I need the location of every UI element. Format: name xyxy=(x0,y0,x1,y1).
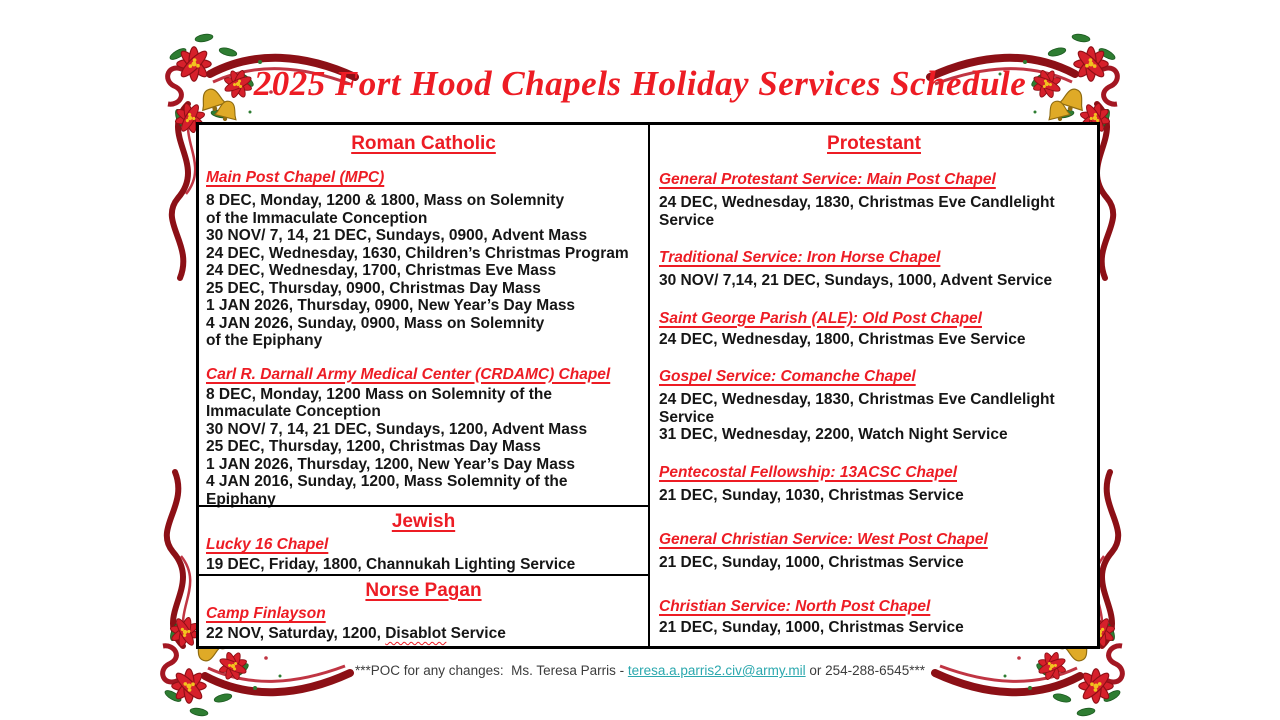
venue-heading-camp-finlayson: Camp Finlayson xyxy=(206,605,326,622)
schedule-text: 30 NOV/ 7,14, 21 DEC, Sundays, 1000, Adv… xyxy=(659,272,1053,289)
schedule-text: 22 NOV, Saturday, 1200, Disablot Service xyxy=(206,625,641,643)
poc-footer-prefix: ***POC for any changes: Ms. Teresa Parri… xyxy=(355,663,628,678)
schedule-table: Roman Catholic Main Post Chapel (MPC) 8 … xyxy=(196,122,1100,649)
schedule-text: 24 DEC, Wednesday, 1800, Christmas Eve S… xyxy=(659,330,1026,348)
schedule-text-pre: 22 NOV, Saturday, 1200, xyxy=(206,625,386,642)
entry-saint-george-parish: Saint George Parish (ALE): Old Post Chap… xyxy=(659,309,1089,349)
venue-heading-traditional: Traditional Service: Iron Horse Chapel xyxy=(659,249,941,266)
schedule-text: 21 DEC, Sunday, 1000, Christmas Service xyxy=(659,554,964,571)
section-header-protestant: Protestant xyxy=(827,133,921,154)
venue-heading-crdamc: Carl R. Darnall Army Medical Center (CRD… xyxy=(206,365,611,383)
entry-gospel-service: Gospel Service: Comanche Chapel 24 DEC, … xyxy=(659,367,1089,444)
entry-general-christian: General Christian Service: West Post Cha… xyxy=(659,530,1089,572)
entry-christian-service: Christian Service: North Post Chapel 21 … xyxy=(659,597,1089,637)
entry-pentecostal-fellowship: Pentecostal Fellowship: 13ACSC Chapel 21… xyxy=(659,463,1089,505)
entry-general-protestant: General Protestant Service: Main Post Ch… xyxy=(659,170,1089,229)
section-jewish: Jewish Lucky 16 Chapel 19 DEC, Friday, 1… xyxy=(199,505,648,574)
venue-heading-pentecostal: Pentecostal Fellowship: 13ACSC Chapel xyxy=(659,463,958,481)
section-header-jewish: Jewish xyxy=(391,511,456,532)
poc-email-link[interactable]: teresa.a.parris2.civ@army.mil xyxy=(627,663,806,678)
poc-footer: ***POC for any changes: Ms. Teresa Parri… xyxy=(0,663,1280,678)
schedule-text: 8 DEC, Monday, 1200 & 1800, Mass on Sole… xyxy=(206,192,629,349)
schedule-text-post: Service xyxy=(446,625,506,642)
schedule-text: 24 DEC, Wednesday, 1830, Christmas Eve C… xyxy=(659,194,1055,229)
entry-main-post-chapel: Main Post Chapel (MPC) 8 DEC, Monday, 12… xyxy=(206,168,641,350)
left-column: Roman Catholic Main Post Chapel (MPC) 8 … xyxy=(199,125,650,646)
misspelled-word: Disablot xyxy=(385,625,447,642)
right-column-protestant: Protestant General Protestant Service: M… xyxy=(650,125,1097,646)
schedule-text: 8 DEC, Monday, 1200 Mass on Solemnity of… xyxy=(206,385,588,508)
venue-heading-lucky16: Lucky 16 Chapel xyxy=(206,536,329,553)
page-title: 2025 Fort Hood Chapels Holiday Services … xyxy=(253,64,1027,103)
venue-heading-saint-george: Saint George Parish (ALE): Old Post Chap… xyxy=(659,309,982,327)
entry-crdamc-chapel: Carl R. Darnall Army Medical Center (CRD… xyxy=(206,365,641,509)
venue-heading-general-christian: General Christian Service: West Post Cha… xyxy=(659,531,988,548)
schedule-text: 21 DEC, Sunday, 1030, Christmas Service xyxy=(659,486,964,504)
venue-heading-general-protestant: General Protestant Service: Main Post Ch… xyxy=(659,171,996,188)
section-header-roman-catholic: Roman Catholic xyxy=(351,133,496,154)
venue-heading-mpc: Main Post Chapel (MPC) xyxy=(206,169,385,186)
schedule-text: 21 DEC, Sunday, 1000, Christmas Service xyxy=(659,618,964,636)
venue-heading-gospel: Gospel Service: Comanche Chapel xyxy=(659,368,916,385)
section-roman-catholic: Roman Catholic Main Post Chapel (MPC) 8 … xyxy=(199,125,648,508)
venue-heading-christian: Christian Service: North Post Chapel xyxy=(659,597,931,615)
poc-footer-suffix: or 254-288-6545*** xyxy=(805,663,925,678)
schedule-text: 19 DEC, Friday, 1800, Channukah Lighting… xyxy=(206,556,576,573)
section-header-norse-pagan: Norse Pagan xyxy=(365,580,482,601)
entry-traditional-service: Traditional Service: Iron Horse Chapel 3… xyxy=(659,248,1089,290)
section-norse-pagan: Norse Pagan Camp Finlayson 22 NOV, Satur… xyxy=(199,574,648,646)
schedule-text: 24 DEC, Wednesday, 1830, Christmas Eve C… xyxy=(659,391,1055,443)
